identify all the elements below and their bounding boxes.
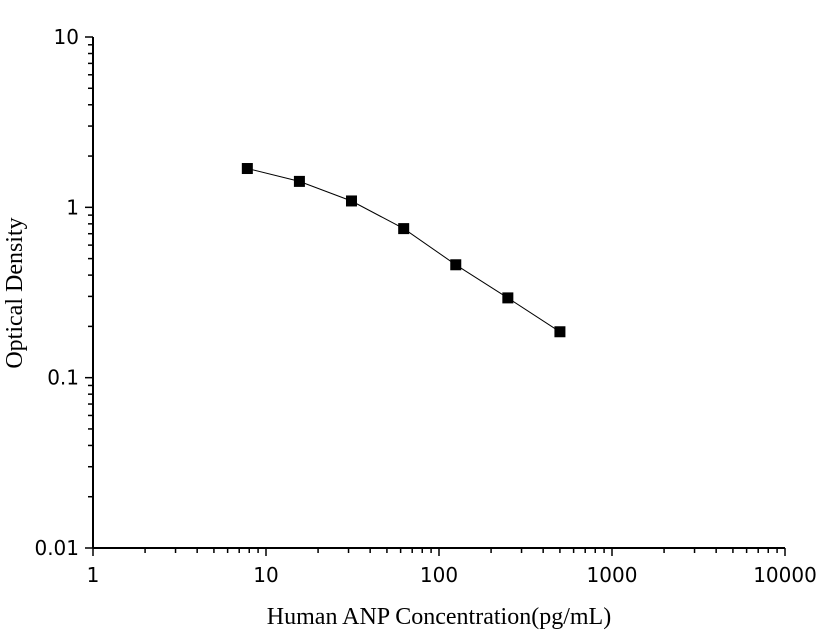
data-point xyxy=(450,259,462,271)
data-point xyxy=(241,163,253,175)
data-point xyxy=(502,292,514,304)
x-tick-label: 10000 xyxy=(753,563,817,587)
y-tick-label: 0.01 xyxy=(34,536,79,560)
data-point xyxy=(398,223,410,235)
data-points xyxy=(241,163,566,338)
data-point xyxy=(554,326,566,338)
y-axis-title: Optical Density xyxy=(2,217,28,368)
ticks xyxy=(85,36,786,556)
series-line xyxy=(247,168,561,333)
x-tick-label: 1 xyxy=(87,563,100,587)
x-tick-label: 1000 xyxy=(587,563,638,587)
y-tick-label: 0.1 xyxy=(47,366,79,390)
x-axis-title: Human ANP Concentration(pg/mL) xyxy=(267,604,611,630)
axes xyxy=(92,37,785,549)
y-tick-label: 10 xyxy=(54,25,79,49)
data-point xyxy=(293,175,305,187)
x-tick-label: 10 xyxy=(253,563,278,587)
y-tick-label: 1 xyxy=(66,195,79,219)
tick-labels: 1 10 100 1000 10000 0.01 0.1 1 10 xyxy=(34,25,816,587)
data-point xyxy=(345,195,357,207)
x-tick-label: 100 xyxy=(420,563,458,587)
